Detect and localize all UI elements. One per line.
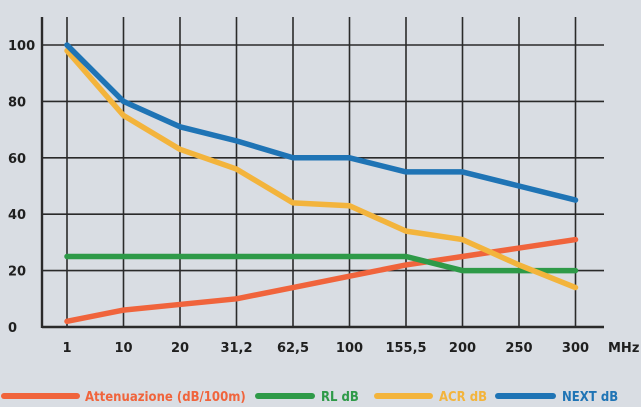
y-tick-label: 0 bbox=[8, 321, 17, 336]
legend-label: RL dB bbox=[321, 390, 359, 405]
x-tick-label: 31,2 bbox=[220, 341, 252, 356]
legend-label: NEXT dB bbox=[562, 390, 618, 405]
x-tick-label: 300 bbox=[562, 341, 589, 356]
series-line-2 bbox=[64, 253, 579, 274]
x-tick-label: 155,5 bbox=[385, 341, 426, 356]
y-tick-label: 80 bbox=[8, 95, 26, 110]
series-lines bbox=[64, 42, 579, 325]
tick-labels: 0 20 40 60 80 100 1 10 20 31,2 62,5 100 155,5 200 250 3… bbox=[8, 39, 639, 356]
x-tick-label: 250 bbox=[505, 341, 532, 356]
legend-label: ACR dB bbox=[439, 390, 487, 405]
x-tick-label: 20 bbox=[171, 341, 189, 356]
y-tick-label: 20 bbox=[8, 265, 26, 280]
series-line-1 bbox=[64, 236, 579, 325]
x-tick-label: 10 bbox=[114, 341, 132, 356]
y-tick-label: 100 bbox=[8, 39, 35, 54]
y-tick-label: 60 bbox=[8, 152, 26, 167]
x-tick-label: 100 bbox=[336, 341, 363, 356]
legend: Attenuazione (dB/100m) RL dB ACR dB NEXT dB bbox=[1, 390, 618, 405]
y-tick-label: 40 bbox=[8, 208, 26, 223]
series-line-3 bbox=[64, 47, 579, 291]
x-tick-label: 200 bbox=[449, 341, 476, 356]
series-line-4 bbox=[64, 42, 579, 203]
legend-label: Attenuazione (dB/100m) bbox=[85, 390, 246, 405]
x-unit-label: MHz bbox=[608, 341, 639, 356]
x-tick-label: 62,5 bbox=[277, 341, 309, 356]
x-tick-label: 1 bbox=[62, 341, 71, 356]
